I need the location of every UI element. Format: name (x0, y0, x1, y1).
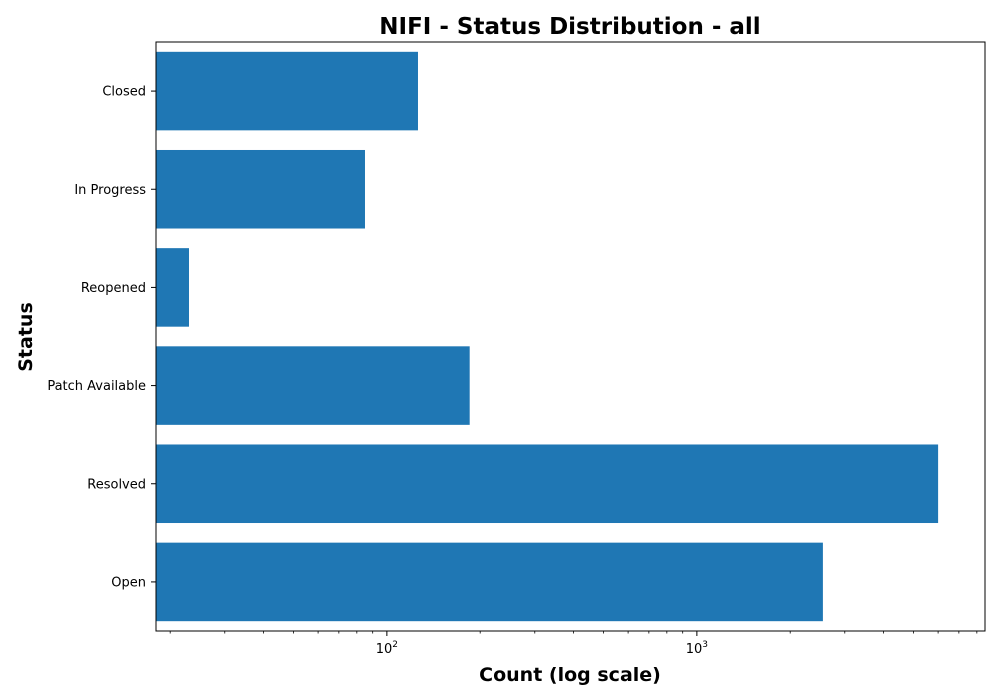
y-axis-label: Status (15, 302, 37, 372)
chart-title: NIFI - Status Distribution - all (379, 14, 760, 40)
bar-reopened (156, 248, 190, 327)
x-axis: 102 103 (169, 631, 978, 657)
x-tick-label: 102 (376, 640, 398, 657)
bar-in-progress (156, 149, 365, 229)
plot-frame (155, 41, 986, 632)
x-axis-label: Count (log scale) (479, 664, 661, 686)
y-tick-label: Open (111, 575, 146, 590)
bar-closed (156, 51, 418, 131)
bar-patch-available (156, 346, 470, 425)
x-tick-label: 103 (686, 640, 708, 657)
y-tick-label: Resolved (87, 477, 146, 492)
bars-group (156, 51, 939, 622)
y-axis: Open Resolved Patch Available Reopened In Pr… (47, 85, 156, 590)
y-tick-label: Closed (102, 85, 146, 100)
bar-open (156, 542, 823, 622)
y-tick-label: Patch Available (47, 379, 146, 394)
y-tick-label: In Progress (74, 183, 146, 198)
bar-resolved (156, 444, 939, 524)
y-tick-label: Reopened (81, 281, 146, 296)
